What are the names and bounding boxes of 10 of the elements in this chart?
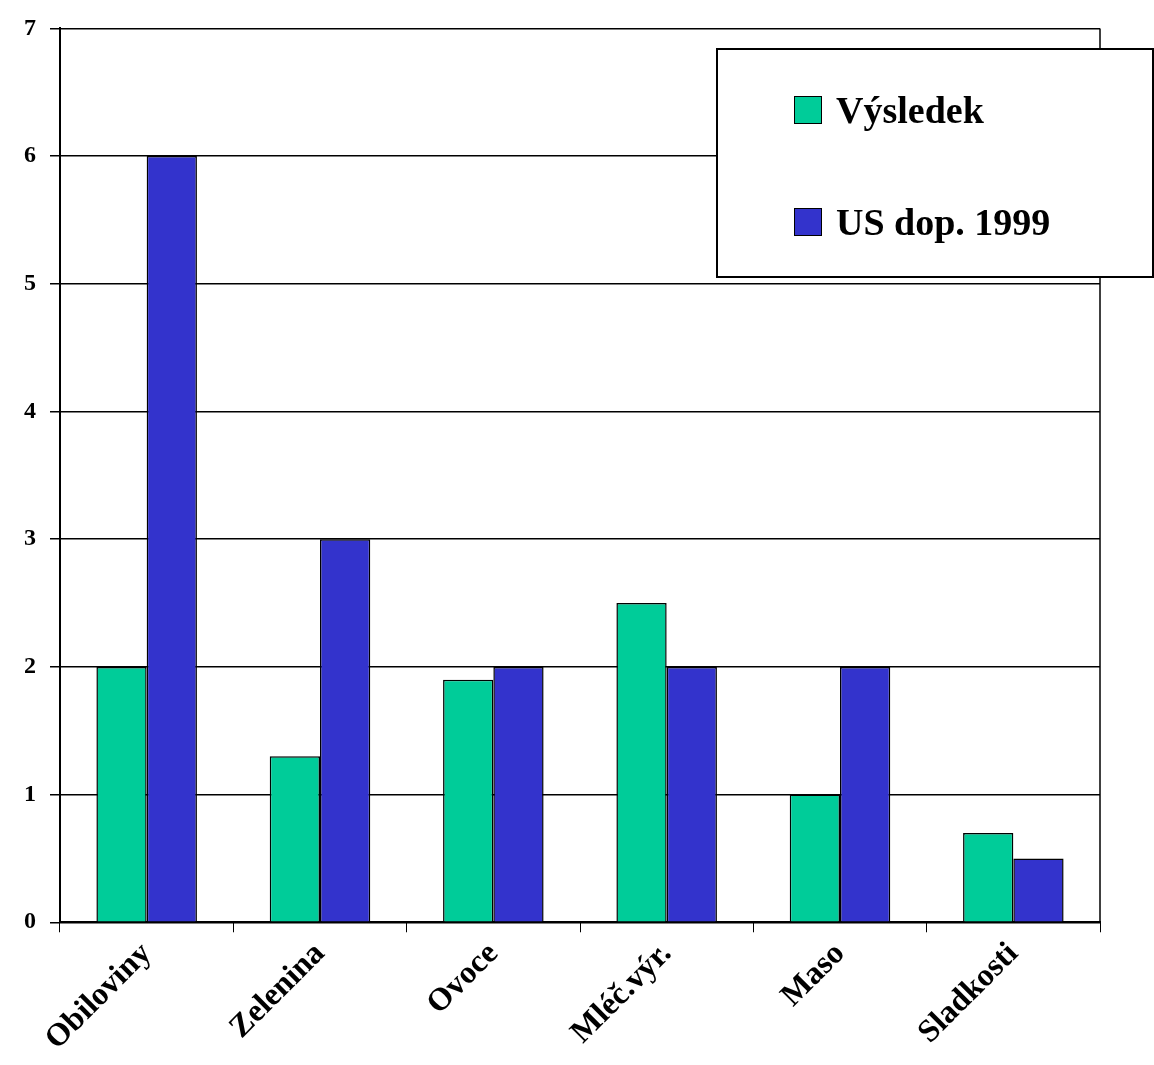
y-tick-label: 1 bbox=[24, 779, 36, 806]
legend-label: Výsledek bbox=[836, 88, 984, 132]
y-tick-label: 2 bbox=[24, 652, 36, 679]
y-tick-label: 4 bbox=[24, 396, 36, 423]
y-tick-label: 6 bbox=[24, 141, 36, 168]
legend-label: US dop. 1999 bbox=[836, 200, 1051, 244]
y-tick-label: 7 bbox=[24, 13, 36, 40]
y-tick-label: 0 bbox=[24, 907, 36, 934]
y-tick-label: 3 bbox=[24, 524, 36, 551]
y-tick-label: 5 bbox=[24, 269, 36, 295]
